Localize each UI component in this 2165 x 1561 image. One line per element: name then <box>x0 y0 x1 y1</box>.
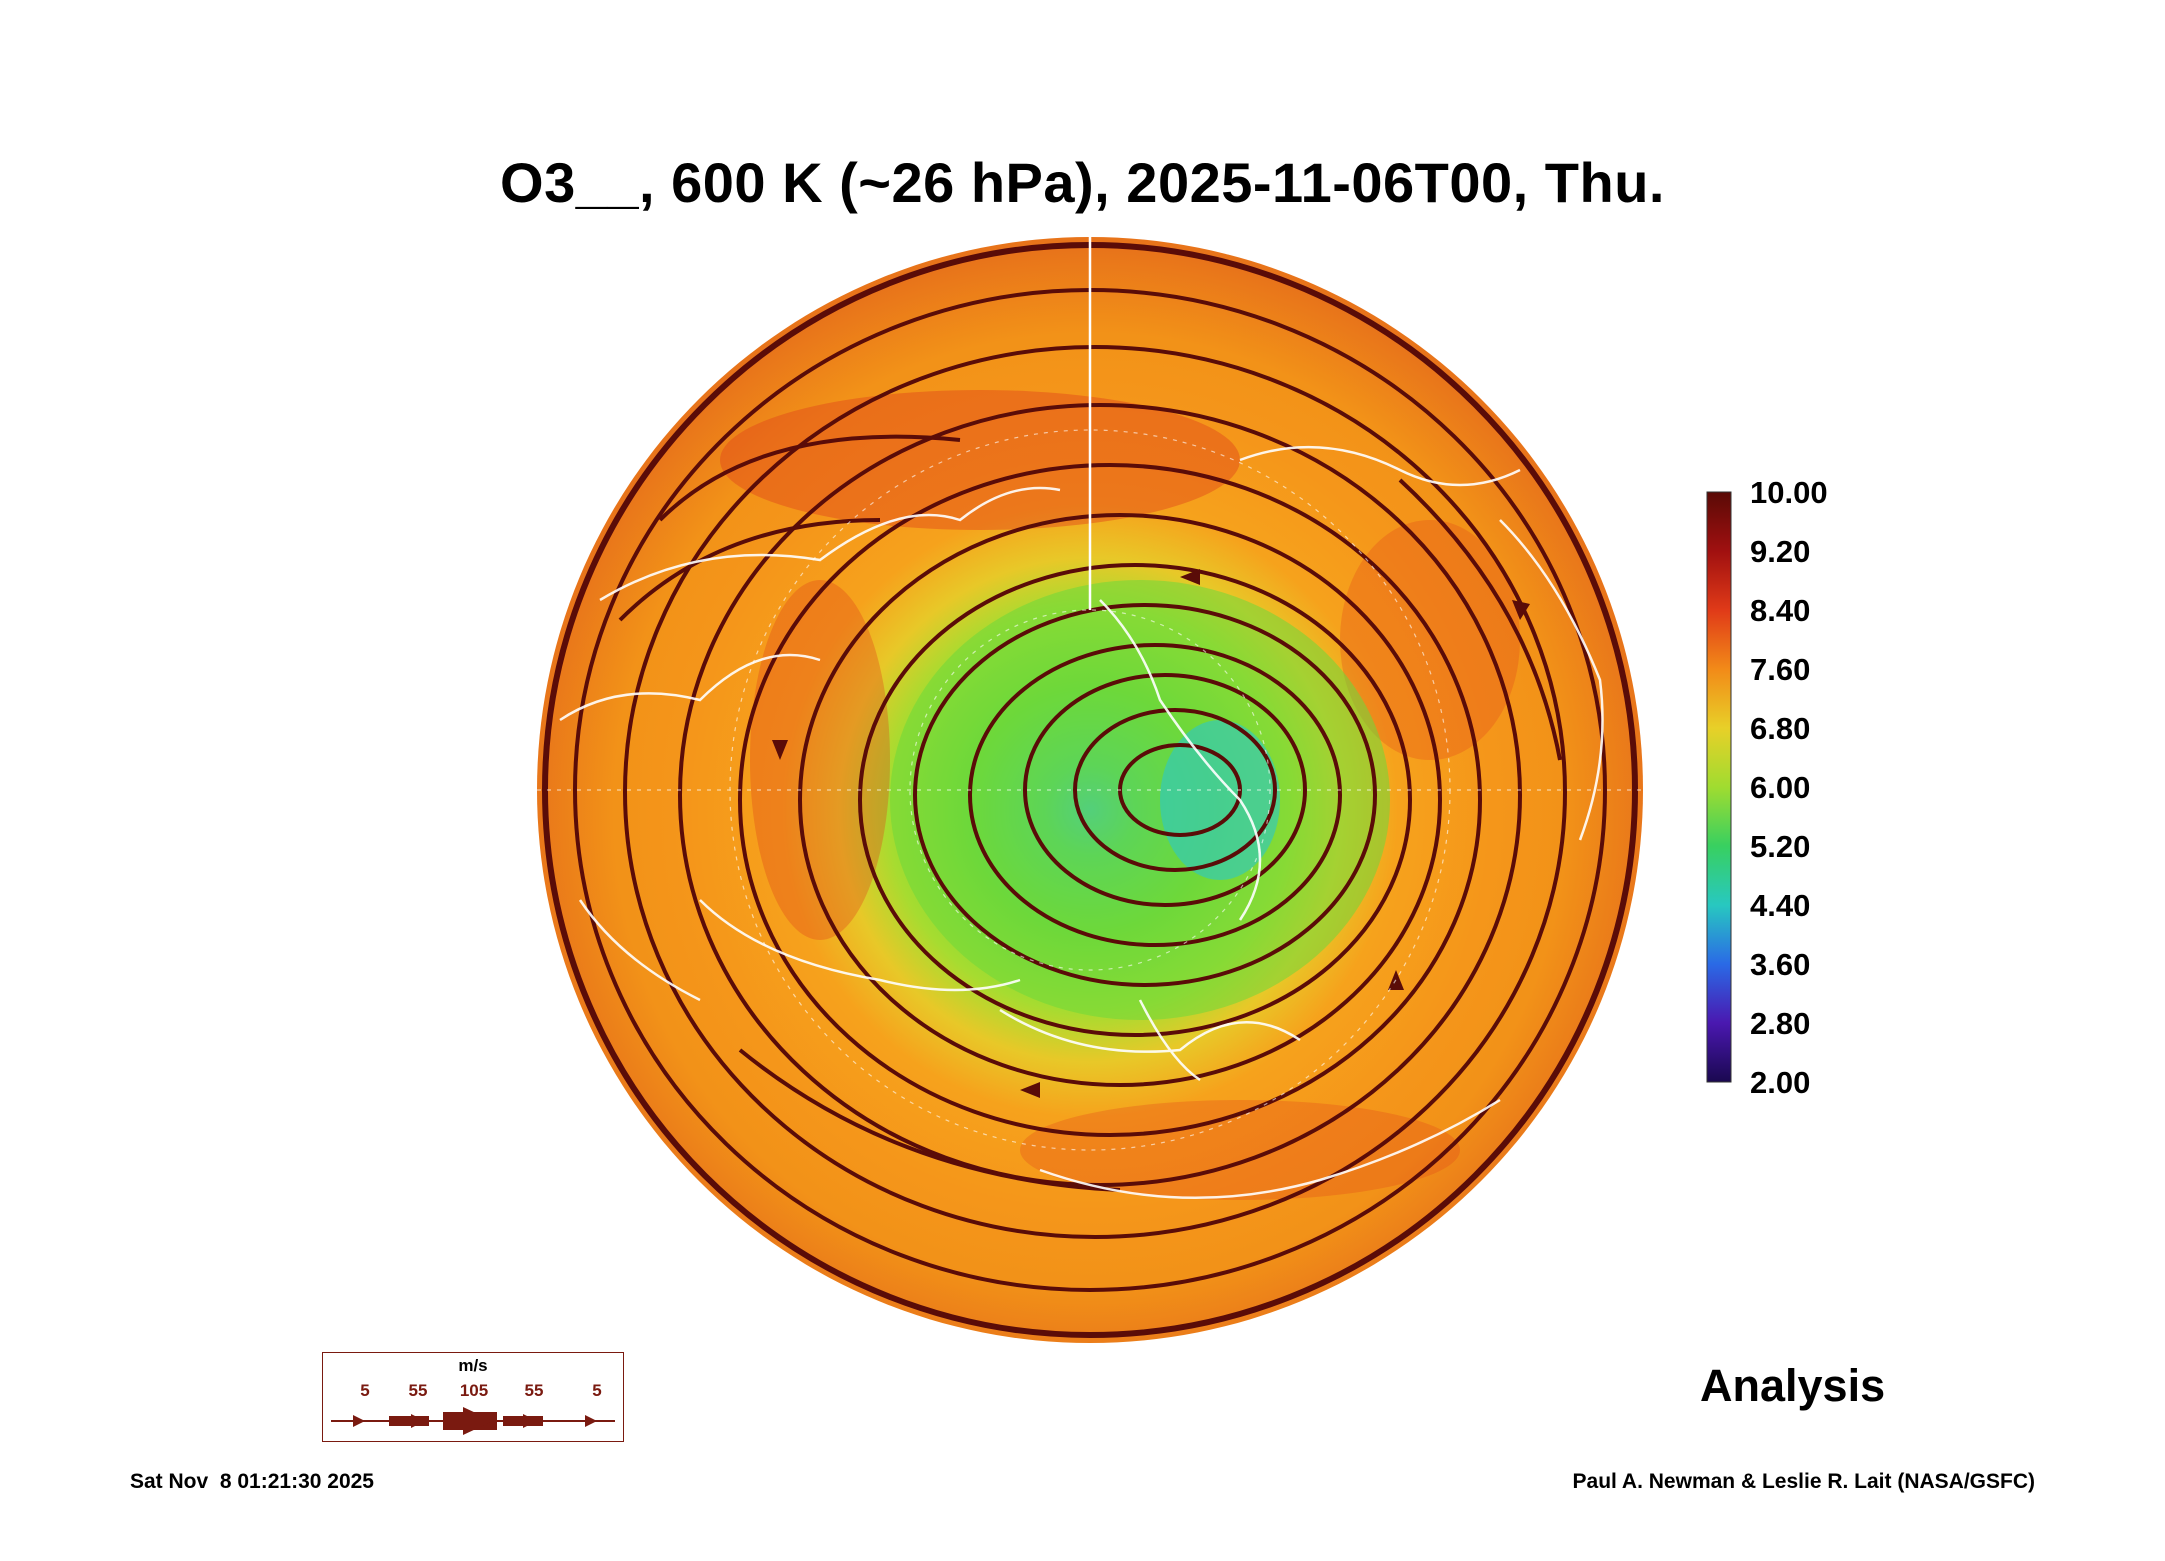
analysis-label: Analysis <box>1700 1360 1886 1411</box>
colorbar-label: 8.40 <box>1750 593 1811 628</box>
colorbar-label: 4.40 <box>1750 888 1811 923</box>
graticule <box>537 429 1643 1151</box>
colorbar <box>1706 491 1732 1083</box>
colorbar-label: 2.80 <box>1750 1006 1811 1041</box>
wind-legend-value: 5 <box>360 1381 370 1400</box>
wind-legend-value: 55 <box>408 1381 428 1400</box>
wind-streamlines <box>542 242 1638 1338</box>
colorbar-label: 7.60 <box>1750 652 1811 687</box>
coastlines <box>559 445 1604 1200</box>
footer-timestamp: Sat Nov 8 01:21:30 2025 <box>130 1470 374 1493</box>
map-title: O3__, 600 K (~26 hPa), 2025-11-06T00, Th… <box>500 151 1665 214</box>
footer-credit: Paul A. Newman & Leslie R. Lait (NASA/GS… <box>1572 1470 2035 1493</box>
wind-legend-arrow <box>331 1407 615 1435</box>
colorbar-label: 9.20 <box>1750 534 1811 569</box>
wind-legend-value: 55 <box>524 1381 544 1400</box>
colorbar-label: 5.20 <box>1750 829 1811 864</box>
wind-legend-value: 5 <box>592 1381 602 1400</box>
colorbar-label: 10.00 <box>1750 475 1828 510</box>
wind-speed-legend: m/s 5 55 105 55 5 <box>322 1352 624 1442</box>
colorbar-label: 2.00 <box>1750 1065 1811 1100</box>
colorbar-label: 3.60 <box>1750 947 1811 982</box>
colorbar-label: 6.80 <box>1750 711 1811 746</box>
wind-legend-unit: m/s <box>458 1356 488 1375</box>
streamline-arrows <box>772 569 1530 1098</box>
colorbar-label: 6.00 <box>1750 770 1811 805</box>
wind-legend-value: 105 <box>459 1381 489 1400</box>
